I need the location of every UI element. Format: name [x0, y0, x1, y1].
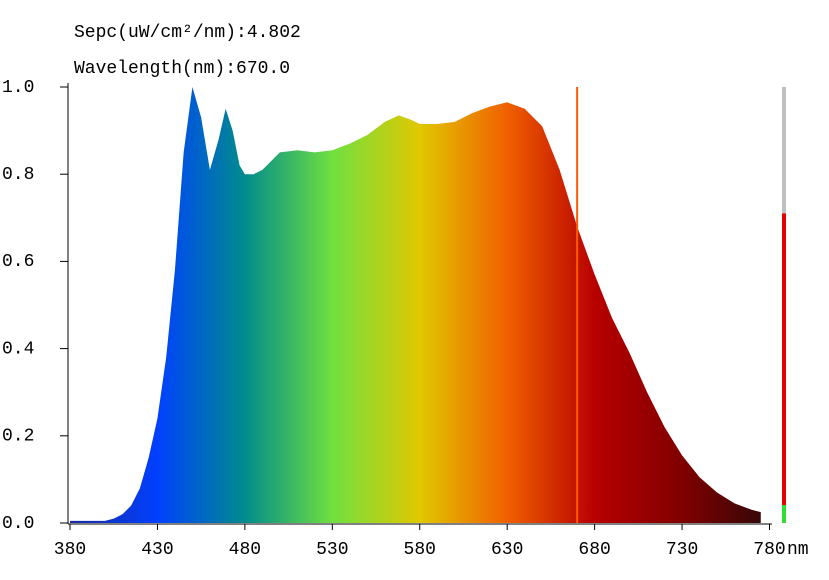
x-unit: nm	[787, 540, 809, 560]
y-tick-label: 0.2	[2, 427, 34, 447]
x-tick-label: 430	[141, 540, 173, 560]
x-tick-label: 380	[54, 540, 86, 560]
y-tick-label: 0.0	[2, 514, 34, 534]
x-tick-label: 780	[753, 540, 785, 560]
spectrum-area	[70, 87, 761, 523]
x-tick-label: 580	[404, 540, 436, 560]
x-tick-label: 680	[578, 540, 610, 560]
level-bar	[782, 213, 786, 505]
readout: Wavelength(nm):670.0	[74, 59, 290, 79]
y-tick-label: 1.0	[2, 78, 34, 98]
x-tick-label: 630	[491, 540, 523, 560]
y-tick-label: 0.6	[2, 252, 34, 272]
y-tick-label: 0.4	[2, 339, 34, 359]
x-tick-label: 530	[316, 540, 348, 560]
y-tick-label: 0.8	[2, 165, 34, 185]
readout: Sepc(uW/cm²/nm):4.802	[74, 23, 301, 43]
x-tick-label: 730	[666, 540, 698, 560]
level-base	[782, 505, 786, 523]
x-tick-label: 480	[229, 540, 261, 560]
